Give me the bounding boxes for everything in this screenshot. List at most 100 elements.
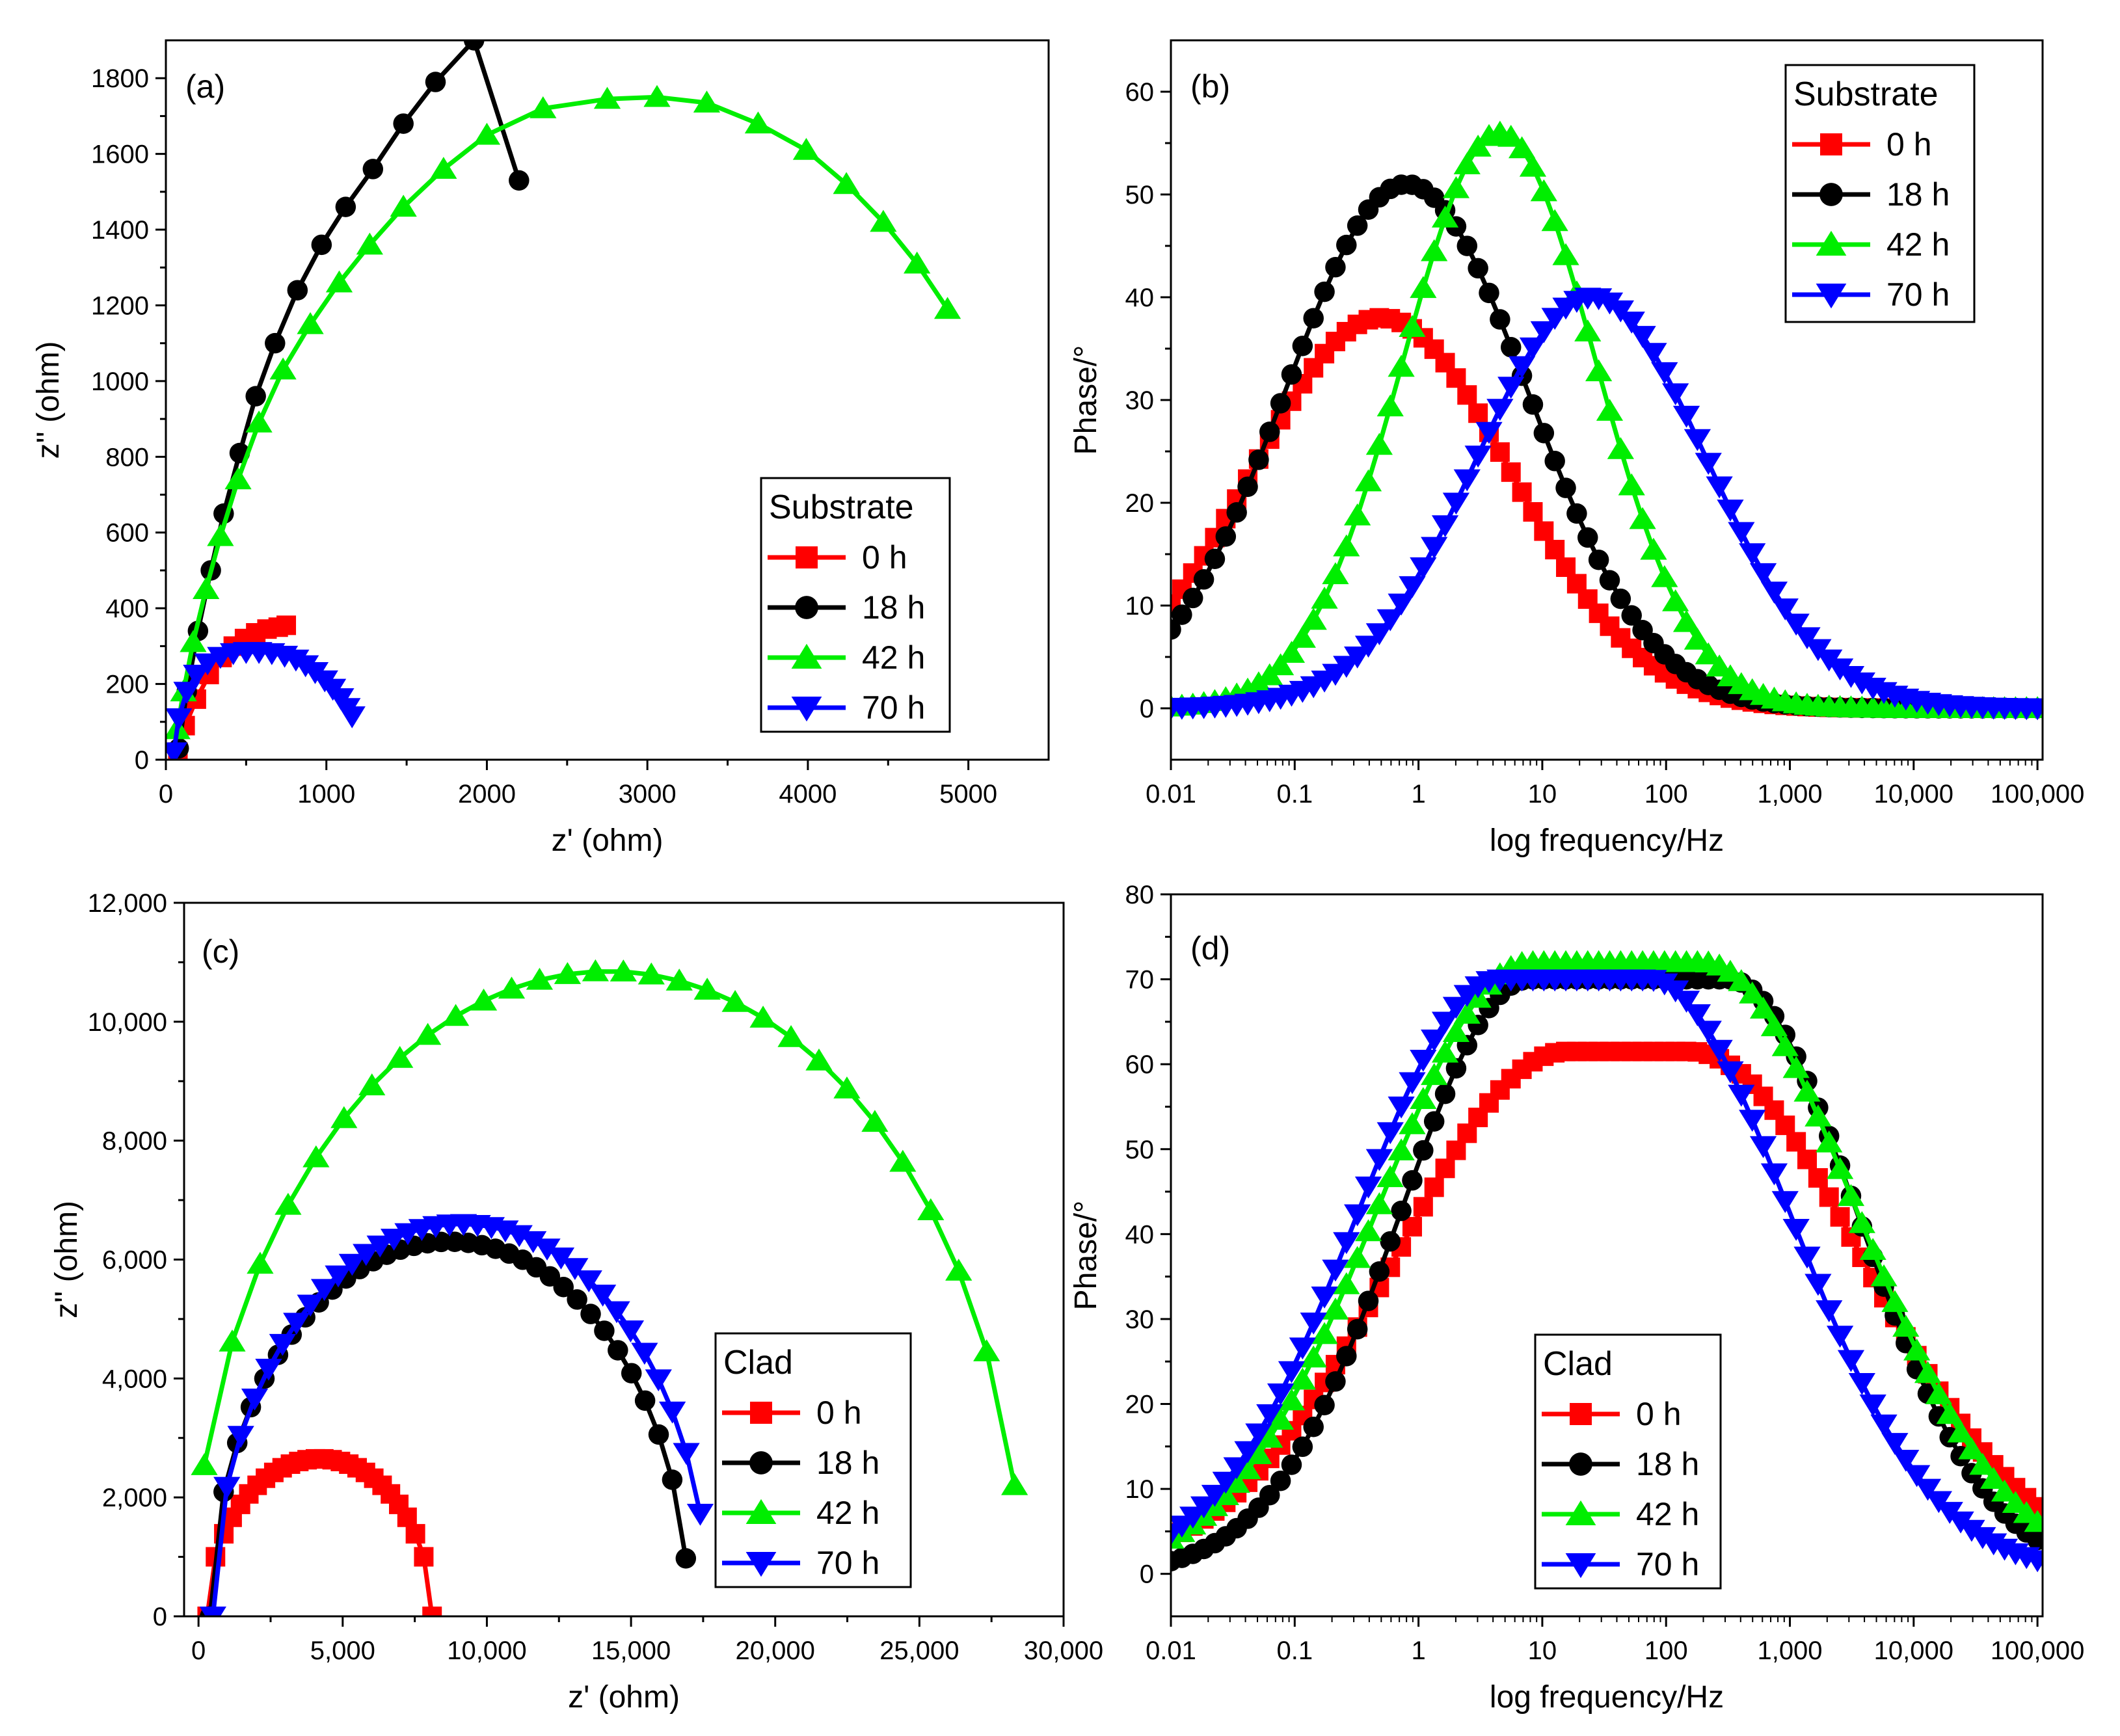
data-point [245,386,266,407]
data-point [1278,641,1306,663]
data-point [1892,1449,1920,1472]
data-point [582,959,609,982]
data-point [1490,309,1510,330]
legend-entry: 18 h [816,1445,879,1481]
data-point [1651,565,1678,587]
y-tick-label: 200 [105,671,149,699]
y-tick-label: 600 [105,519,149,548]
data-point [594,1320,615,1341]
x-tick-label: 0 [159,780,173,808]
x-axis-label: z' (ohm) [568,1680,680,1715]
data-point [1410,557,1437,580]
data-point [1289,1367,1316,1390]
data-point [275,1192,302,1215]
data-point [1826,1156,1854,1179]
data-point [1479,282,1499,304]
data-point [1226,502,1247,523]
data-point [265,332,286,354]
data-point [1423,1111,1445,1132]
y-tick-label: 2,000 [102,1484,167,1512]
data-point [833,172,860,194]
axes-frame [1170,893,2044,1618]
data-point [749,1006,777,1028]
y-tick-label: 70 [1125,966,1155,995]
x-axis-label: log frequency/Hz [1490,823,1724,858]
data-point [1805,1104,1832,1127]
data-point [1925,1382,1952,1404]
data-point [2002,1491,2030,1513]
data-point [933,297,961,319]
data-point [1172,604,1192,625]
axes-frame [183,901,1065,1618]
data-point [287,280,308,300]
data-point [1204,548,1226,569]
data-point [311,234,332,256]
data-point [1958,1437,1985,1460]
data-point [1771,598,1799,621]
data-point [1717,500,1744,522]
y-tick-label: 20 [1125,1391,1155,1419]
data-point [580,1303,601,1324]
data-point [547,1247,575,1270]
series-line [205,1456,435,1616]
data-point [1289,626,1316,648]
data-point [1234,1441,1261,1463]
data-point [1775,1115,1795,1136]
data-point [833,1076,861,1099]
legend-marker [1820,133,1842,155]
data-point [1728,522,1755,544]
x-axis-label: z' (ohm) [552,823,664,858]
data-point [1760,1163,1788,1186]
data-point [1201,1484,1229,1507]
data-point [2027,1529,2043,1551]
data-point [1739,543,1766,566]
legend-entry: 70 h [862,689,925,726]
data-point [1223,1471,1250,1493]
data-point [173,682,200,704]
data-point [1267,653,1295,676]
data-point [269,1333,296,1356]
data-point [353,1244,380,1266]
x-tick-label: 0.01 [1146,1636,1196,1665]
data-point [422,1607,442,1616]
data-point [1555,477,1576,498]
data-point [1259,421,1280,442]
legend-marker [1816,284,1847,309]
data-point [227,1426,254,1448]
series-42-h [191,959,1028,1495]
data-point [617,1320,645,1342]
data-point [1399,1072,1426,1095]
data-point [1300,1312,1327,1335]
data-point [1530,179,1557,202]
data-point [1336,1346,1357,1367]
data-point [1760,1014,1788,1037]
data-point [1347,215,1368,236]
data-point [356,232,383,255]
x-tick-label: 1,000 [1757,1636,1822,1665]
data-point [1442,176,1470,198]
data-point [1399,315,1426,338]
y-axis-label: Phase/° [1069,345,1103,455]
data-point [463,40,485,51]
data-point [1281,364,1302,385]
data-point [1695,1021,1722,1043]
data-point [861,1110,889,1132]
data-point [505,1225,533,1248]
data-point [1369,1261,1390,1282]
data-point [1728,969,1755,991]
y-tick-label: 0 [135,746,149,775]
data-point [1365,1192,1393,1214]
x-tick-label: 1 [1411,1636,1425,1665]
series-42-h [1171,950,2043,1549]
data-point [390,194,417,217]
data-point [1421,239,1448,261]
data-point [338,1253,366,1276]
panel-label: (d) [1190,930,1230,967]
data-point [1446,1140,1466,1160]
data-point [166,742,187,760]
y-tick-label: 6,000 [102,1246,167,1275]
legend-entry: 0 h [1636,1396,1682,1432]
data-point [1936,1402,1963,1424]
data-point [269,357,297,380]
data-point [1336,234,1357,256]
